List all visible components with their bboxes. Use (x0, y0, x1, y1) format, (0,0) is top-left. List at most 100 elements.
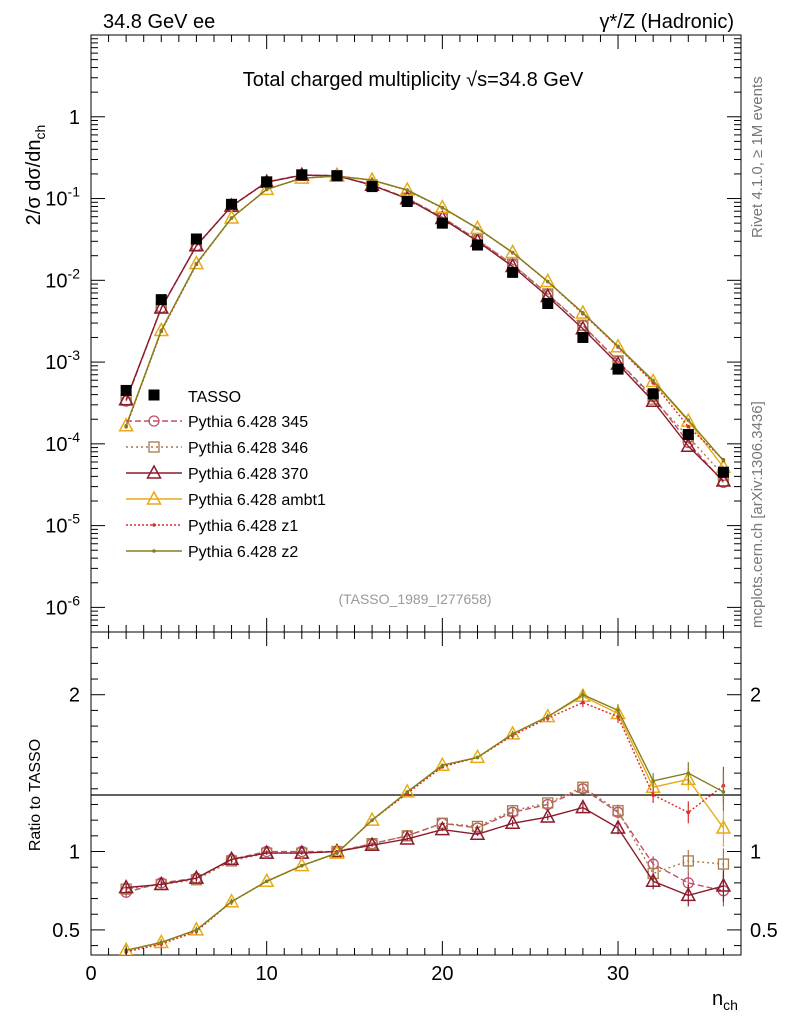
series-point (715, 472, 732, 487)
series-point (539, 272, 556, 288)
y-tick-label: 10-1 (45, 184, 80, 211)
legend-marker (148, 389, 160, 401)
ratio-point (329, 844, 345, 859)
series-point (440, 205, 445, 210)
series-line (125, 175, 724, 462)
ratio-point (539, 708, 556, 723)
series-point (188, 255, 205, 270)
ratio-point (645, 872, 661, 888)
ratio-point (717, 858, 730, 870)
ratio-point (616, 708, 620, 713)
x-tick-label: 0 (85, 963, 96, 985)
ratio-point (539, 808, 556, 823)
data-point (612, 363, 624, 375)
legend-label: Pythia 6.428 346 (188, 440, 308, 457)
x-axis: 0 10 20 30 (85, 35, 742, 985)
ratio-point (510, 732, 515, 736)
series-point (680, 437, 697, 452)
series-point (610, 338, 626, 353)
series-point (153, 321, 170, 337)
x-tick-label: 30 (607, 963, 629, 985)
ratio-point (651, 793, 655, 797)
legend-marker (148, 415, 160, 427)
legend-label: Pythia 6.428 z2 (188, 544, 298, 561)
y-tick-label: 10-3 (45, 347, 80, 374)
y-tick-label: 10-2 (45, 265, 80, 292)
ratio-point (581, 692, 585, 697)
header-left: 34.8 GeV ee (103, 11, 215, 33)
main-frame (90, 34, 742, 633)
chart-title: Total charged multiplicity √s=34.8 GeV (243, 69, 584, 91)
ratio-panel: 0.5 0.5 1 1 2 2 (52, 631, 778, 956)
header-right: γ*/Z (Hadronic) (600, 11, 734, 33)
data-point (296, 169, 308, 181)
series-point (504, 243, 521, 259)
data-point (120, 384, 132, 396)
ratio-series-group (118, 687, 732, 955)
ratio-point (364, 811, 380, 826)
legend-marker (152, 549, 156, 553)
legend-label: Pythia 6.428 345 (188, 414, 308, 431)
series-point (616, 344, 620, 349)
ratio-tick-label: 2 (750, 685, 761, 707)
ratio-point (188, 869, 205, 884)
data-point (190, 233, 202, 245)
series-point (124, 423, 128, 428)
y-tick-label: 10-5 (45, 511, 80, 538)
y-tick-label: 10-6 (45, 592, 80, 619)
ratio-point (469, 748, 486, 764)
series-point (721, 458, 726, 463)
ratio-line (125, 787, 724, 893)
ratio-point (610, 819, 626, 834)
series-line (125, 174, 724, 483)
series-point (405, 188, 410, 192)
mcplots-label: mcplots.cern.ch [arXiv:1306.3436] (749, 401, 766, 628)
ratio-point (680, 886, 697, 902)
ratio-point (469, 825, 486, 841)
ratio-frame (90, 631, 742, 956)
series-point (188, 237, 205, 252)
x-axis-label: nch (712, 988, 738, 1013)
legend-marker (146, 490, 162, 505)
data-point (682, 429, 694, 441)
rivet-label: Rivet 4.1.0, ≥ 1M events (749, 76, 766, 238)
legend-label: Pythia 6.428 ambt1 (188, 492, 326, 509)
series-point (645, 392, 661, 407)
data-point (261, 176, 273, 188)
ratio-point (575, 799, 591, 814)
ratio-point (686, 810, 691, 815)
series-point (264, 187, 269, 192)
series-point (118, 417, 134, 432)
series-point (469, 219, 486, 235)
x-tick-label: 20 (431, 963, 453, 985)
ratio-point (405, 790, 410, 794)
legend-label: TASSO (188, 389, 241, 406)
ratio-point (399, 830, 415, 845)
ratio-line (126, 786, 724, 890)
ratio-point (682, 855, 694, 867)
data-point (507, 266, 519, 278)
ratio-point (229, 899, 234, 904)
ratio-point (434, 820, 451, 836)
ratio-point (258, 844, 275, 859)
x-tick-label: 10 (256, 963, 278, 985)
ratio-point (651, 779, 655, 783)
series-point (194, 261, 199, 266)
ratio-y-label: Ratio to TASSO (27, 739, 44, 851)
series-point (645, 372, 661, 388)
ratio-point (612, 805, 624, 817)
ratio-point (264, 879, 269, 884)
main-panel: Total charged multiplicity √s=34.8 GeV (… (45, 34, 742, 633)
y-axis-label: 2/σ dσ/dnch (23, 125, 48, 226)
ratio-point (545, 714, 550, 719)
data-point (542, 298, 554, 310)
ratio-line (125, 693, 724, 951)
series-point (159, 328, 164, 333)
series-point (651, 378, 655, 383)
ratio-point (680, 770, 697, 786)
series-point (575, 304, 591, 319)
series-point (370, 178, 374, 182)
ratio-point (715, 819, 732, 834)
ratio-axis: 0.5 0.5 1 1 2 2 (52, 631, 778, 947)
